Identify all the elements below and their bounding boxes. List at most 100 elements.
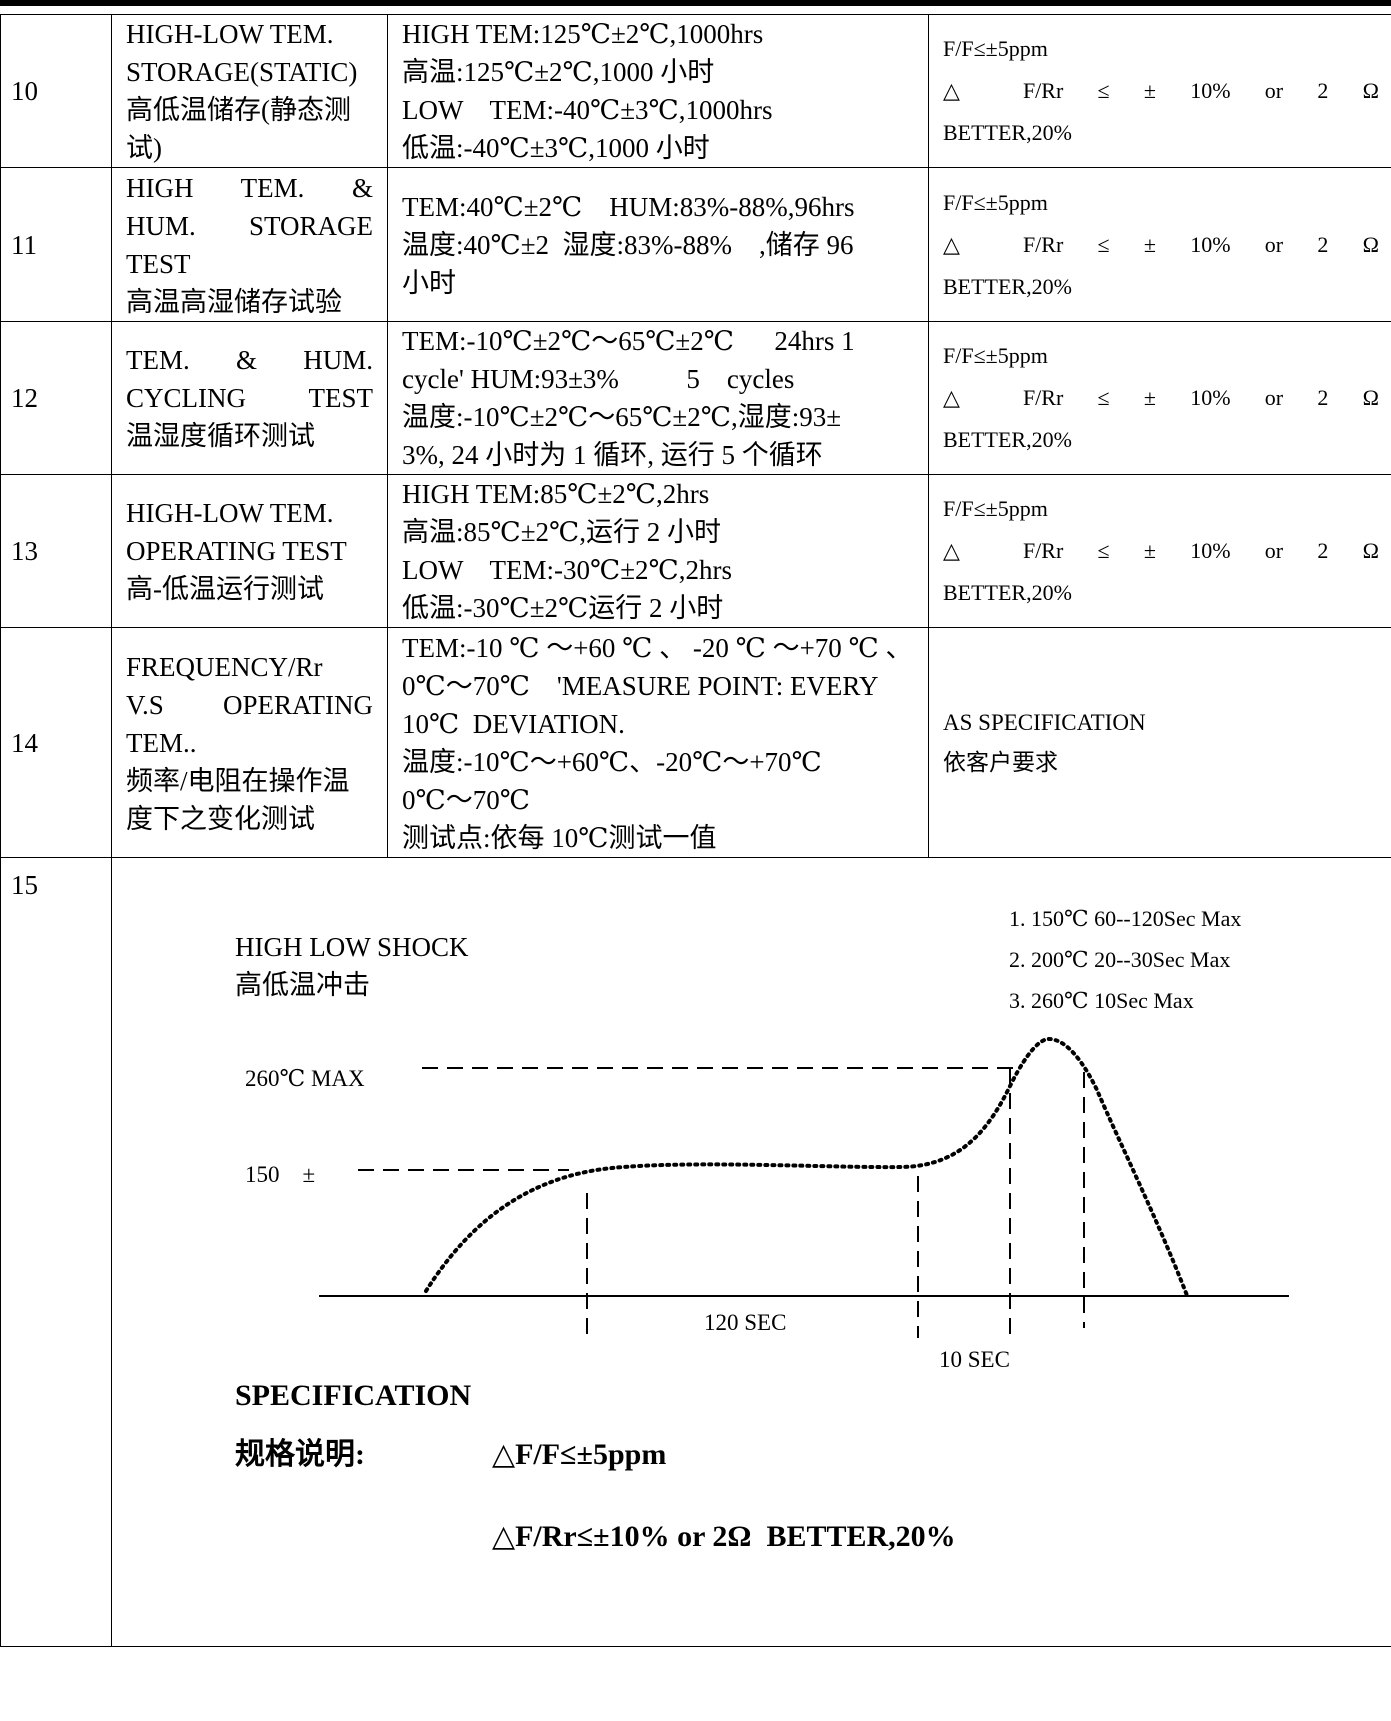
- item-zh-line: 高温高湿储存试验: [126, 286, 342, 317]
- spec-label-zh: 规格说明:: [235, 1438, 365, 1471]
- criteria-line: BETTER,20%: [943, 580, 1072, 605]
- test-item-cell: HIGH-LOW TEM. STORAGE(STATIC) 高低温储存(静态测 …: [111, 14, 388, 168]
- shock-profile-diagram: [319, 1037, 1289, 1338]
- condition-cell: HIGH TEM:85℃±2℃,2hrs 高温:85℃±2℃,运行 2 小时 L…: [387, 474, 929, 628]
- spec-line-1: △F/F≤±5ppm: [492, 1438, 667, 1471]
- condition-line: 高温:85℃±2℃,运行 2 小时: [402, 517, 721, 547]
- row-number: 13: [0, 474, 112, 628]
- row-number: 11: [0, 167, 112, 322]
- condition-line: TEM:-10 ℃ ～+60 ℃ 、 -20 ℃ ～+70 ℃ 、: [402, 632, 913, 663]
- item-en-line: HIGH-LOW TEM.: [126, 19, 334, 49]
- test-spec-table: 10 HIGH-LOW TEM. STORAGE(STATIC) 高低温储存(静…: [0, 14, 1391, 1647]
- condition-line: 温度:-10℃～+60℃、-20℃～+70℃: [402, 746, 822, 777]
- condition-line: 0℃～70℃ 'MEASURE POINT: EVERY: [402, 670, 879, 701]
- item-en-line: CYCLING TEST: [126, 383, 373, 413]
- criteria-line: BETTER,20%: [943, 427, 1072, 452]
- condition-line: 低温:-30℃±2℃运行 2 小时: [402, 593, 724, 623]
- criteria-line: BETTER,20%: [943, 120, 1072, 145]
- condition-cell: HIGH TEM:125℃±2℃,1000hrs 高温:125℃±2℃,1000…: [387, 14, 929, 168]
- row-number: 12: [0, 321, 112, 475]
- item-en-line: FREQUENCY/Rr: [126, 651, 323, 682]
- legend-item: 3. 260℃ 10Sec Max: [1009, 988, 1194, 1013]
- condition-line: 测试点:依每 10℃测试一值: [402, 822, 717, 853]
- shock-test-panel: HIGH LOW SHOCK 高低温冲击 1. 150℃ 60--120Sec …: [112, 858, 1380, 1646]
- table-row: 10 HIGH-LOW TEM. STORAGE(STATIC) 高低温储存(静…: [0, 14, 1391, 168]
- temperature-profile-curve: [424, 1037, 1190, 1300]
- criteria-line: △ F/Rr ≤ ± 10% or 2 Ω: [943, 538, 1379, 563]
- top-border-bar: [0, 0, 1391, 6]
- label-120-sec: 120 SEC: [704, 1310, 787, 1335]
- condition-line: 10℃ DEVIATION.: [402, 708, 625, 739]
- item-zh-line: 试): [126, 133, 162, 163]
- condition-cell: TEM:-10 ℃ ～+60 ℃ 、 -20 ℃ ～+70 ℃ 、 0℃～70℃…: [387, 627, 929, 858]
- spec-line-2: △F/Rr≤±10% or 2Ω BETTER,20%: [492, 1520, 956, 1553]
- criteria-line: F/F≤±5ppm: [943, 496, 1048, 521]
- spec-title: SPECIFICATION: [235, 1379, 472, 1412]
- condition-line: TEM:40℃±2℃ HUM:83%-88%,96hrs: [402, 191, 855, 222]
- condition-line: 小时: [402, 267, 456, 298]
- condition-line: HIGH TEM:85℃±2℃,2hrs: [402, 479, 710, 509]
- legend-item: 1. 150℃ 60--120Sec Max: [1009, 906, 1242, 931]
- criteria-line: △ F/Rr ≤ ± 10% or 2 Ω: [943, 385, 1379, 410]
- item-en-line: TEM. & HUM.: [126, 345, 373, 375]
- item-zh-line: 温湿度循环测试: [126, 421, 315, 451]
- condition-line: HIGH TEM:125℃±2℃,1000hrs: [402, 19, 764, 49]
- row-number: 14: [0, 627, 112, 858]
- table-row: 14 FREQUENCY/Rr V.S OPERATING TEM.. 频率/电…: [0, 627, 1391, 858]
- label-260-max: 260℃ MAX: [245, 1066, 365, 1091]
- criteria-line: F/F≤±5ppm: [943, 189, 1048, 215]
- test-item-cell: HIGH-LOW TEM. OPERATING TEST 高-低温运行测试: [111, 474, 388, 628]
- criteria-line: AS SPECIFICATION: [943, 709, 1146, 735]
- legend-item: 2. 200℃ 20--30Sec Max: [1009, 947, 1231, 972]
- label-10-sec: 10 SEC: [939, 1347, 1010, 1372]
- condition-line: 3%, 24 小时为 1 循环, 运行 5 个循环: [402, 440, 823, 470]
- shock-title-en: HIGH LOW SHOCK: [235, 932, 469, 962]
- condition-line: cycle' HUM:93±3% 5 cycles: [402, 364, 795, 394]
- test-item-cell: TEM. & HUM. CYCLING TEST 温湿度循环测试: [111, 321, 388, 475]
- condition-line: LOW TEM:-30℃±2℃,2hrs: [402, 555, 732, 585]
- item-en-line: OPERATING TEST: [126, 536, 347, 566]
- condition-line: LOW TEM:-40℃±3℃,1000hrs: [402, 95, 773, 125]
- item-en-line: TEST: [126, 248, 191, 279]
- criteria-line: △ F/Rr ≤ ± 10% or 2 Ω: [943, 231, 1379, 257]
- condition-line: TEM:-10℃±2℃～65℃±2℃ 24hrs 1: [402, 326, 855, 356]
- row-number: 15: [0, 857, 112, 1647]
- item-en-line: V.S OPERATING: [126, 689, 373, 720]
- criteria-cell: F/F≤±5ppm △ F/Rr ≤ ± 10% or 2 Ω BETTER,2…: [928, 321, 1391, 475]
- test-item-cell: HIGH TEM. & HUM. STORAGE TEST 高温高湿储存试验: [111, 167, 388, 322]
- item-en-line: HUM. STORAGE: [126, 210, 373, 241]
- table-row: 12 TEM. & HUM. CYCLING TEST 温湿度循环测试 TEM:…: [0, 321, 1391, 475]
- condition-line: 0℃～70℃: [402, 784, 530, 815]
- condition-cell: TEM:40℃±2℃ HUM:83%-88%,96hrs 温度:40℃±2 湿度…: [387, 167, 929, 322]
- shock-test-cell: HIGH LOW SHOCK 高低温冲击 1. 150℃ 60--120Sec …: [111, 857, 1391, 1647]
- table-row: 11 HIGH TEM. & HUM. STORAGE TEST 高温高湿储存试…: [0, 167, 1391, 322]
- table-row: 15 HIGH LOW SHOCK 高低温冲击 1. 150℃ 60--120S…: [0, 857, 1391, 1647]
- criteria-line: BETTER,20%: [943, 273, 1072, 299]
- criteria-line: F/F≤±5ppm: [943, 36, 1048, 61]
- item-zh-line: 频率/电阻在操作温: [126, 765, 350, 796]
- condition-line: 高温:125℃±2℃,1000 小时: [402, 57, 715, 87]
- condition-line: 温度:-10℃±2℃～65℃±2℃,湿度:93±: [402, 402, 842, 432]
- criteria-cell: F/F≤±5ppm △ F/Rr ≤ ± 10% or 2 Ω BETTER,2…: [928, 167, 1391, 322]
- item-en-line: HIGH-LOW TEM.: [126, 498, 334, 528]
- item-zh-line: 度下之变化测试: [126, 803, 315, 834]
- criteria-line: 依客户要求: [943, 749, 1058, 775]
- table-row: 13 HIGH-LOW TEM. OPERATING TEST 高-低温运行测试…: [0, 474, 1391, 628]
- row-number: 10: [0, 14, 112, 168]
- criteria-cell: AS SPECIFICATION 依客户要求: [928, 627, 1391, 858]
- label-150: 150 ±: [245, 1162, 316, 1187]
- item-en-line: STORAGE(STATIC): [126, 57, 358, 87]
- item-en-line: TEM..: [126, 727, 197, 758]
- criteria-line: F/F≤±5ppm: [943, 343, 1048, 368]
- criteria-cell: F/F≤±5ppm △ F/Rr ≤ ± 10% or 2 Ω BETTER,2…: [928, 14, 1391, 168]
- criteria-line: △ F/Rr ≤ ± 10% or 2 Ω: [943, 78, 1379, 103]
- item-en-line: HIGH TEM. &: [126, 172, 373, 203]
- test-item-cell: FREQUENCY/Rr V.S OPERATING TEM.. 频率/电阻在操…: [111, 627, 388, 858]
- item-zh-line: 高-低温运行测试: [126, 574, 324, 604]
- condition-line: 低温:-40℃±3℃,1000 小时: [402, 133, 710, 163]
- condition-cell: TEM:-10℃±2℃～65℃±2℃ 24hrs 1 cycle' HUM:93…: [387, 321, 929, 475]
- condition-line: 温度:40℃±2 湿度:83%-88% ,储存 96: [402, 229, 854, 260]
- criteria-cell: F/F≤±5ppm △ F/Rr ≤ ± 10% or 2 Ω BETTER,2…: [928, 474, 1391, 628]
- shock-title-zh: 高低温冲击: [235, 970, 370, 1000]
- item-zh-line: 高低温储存(静态测: [126, 95, 351, 125]
